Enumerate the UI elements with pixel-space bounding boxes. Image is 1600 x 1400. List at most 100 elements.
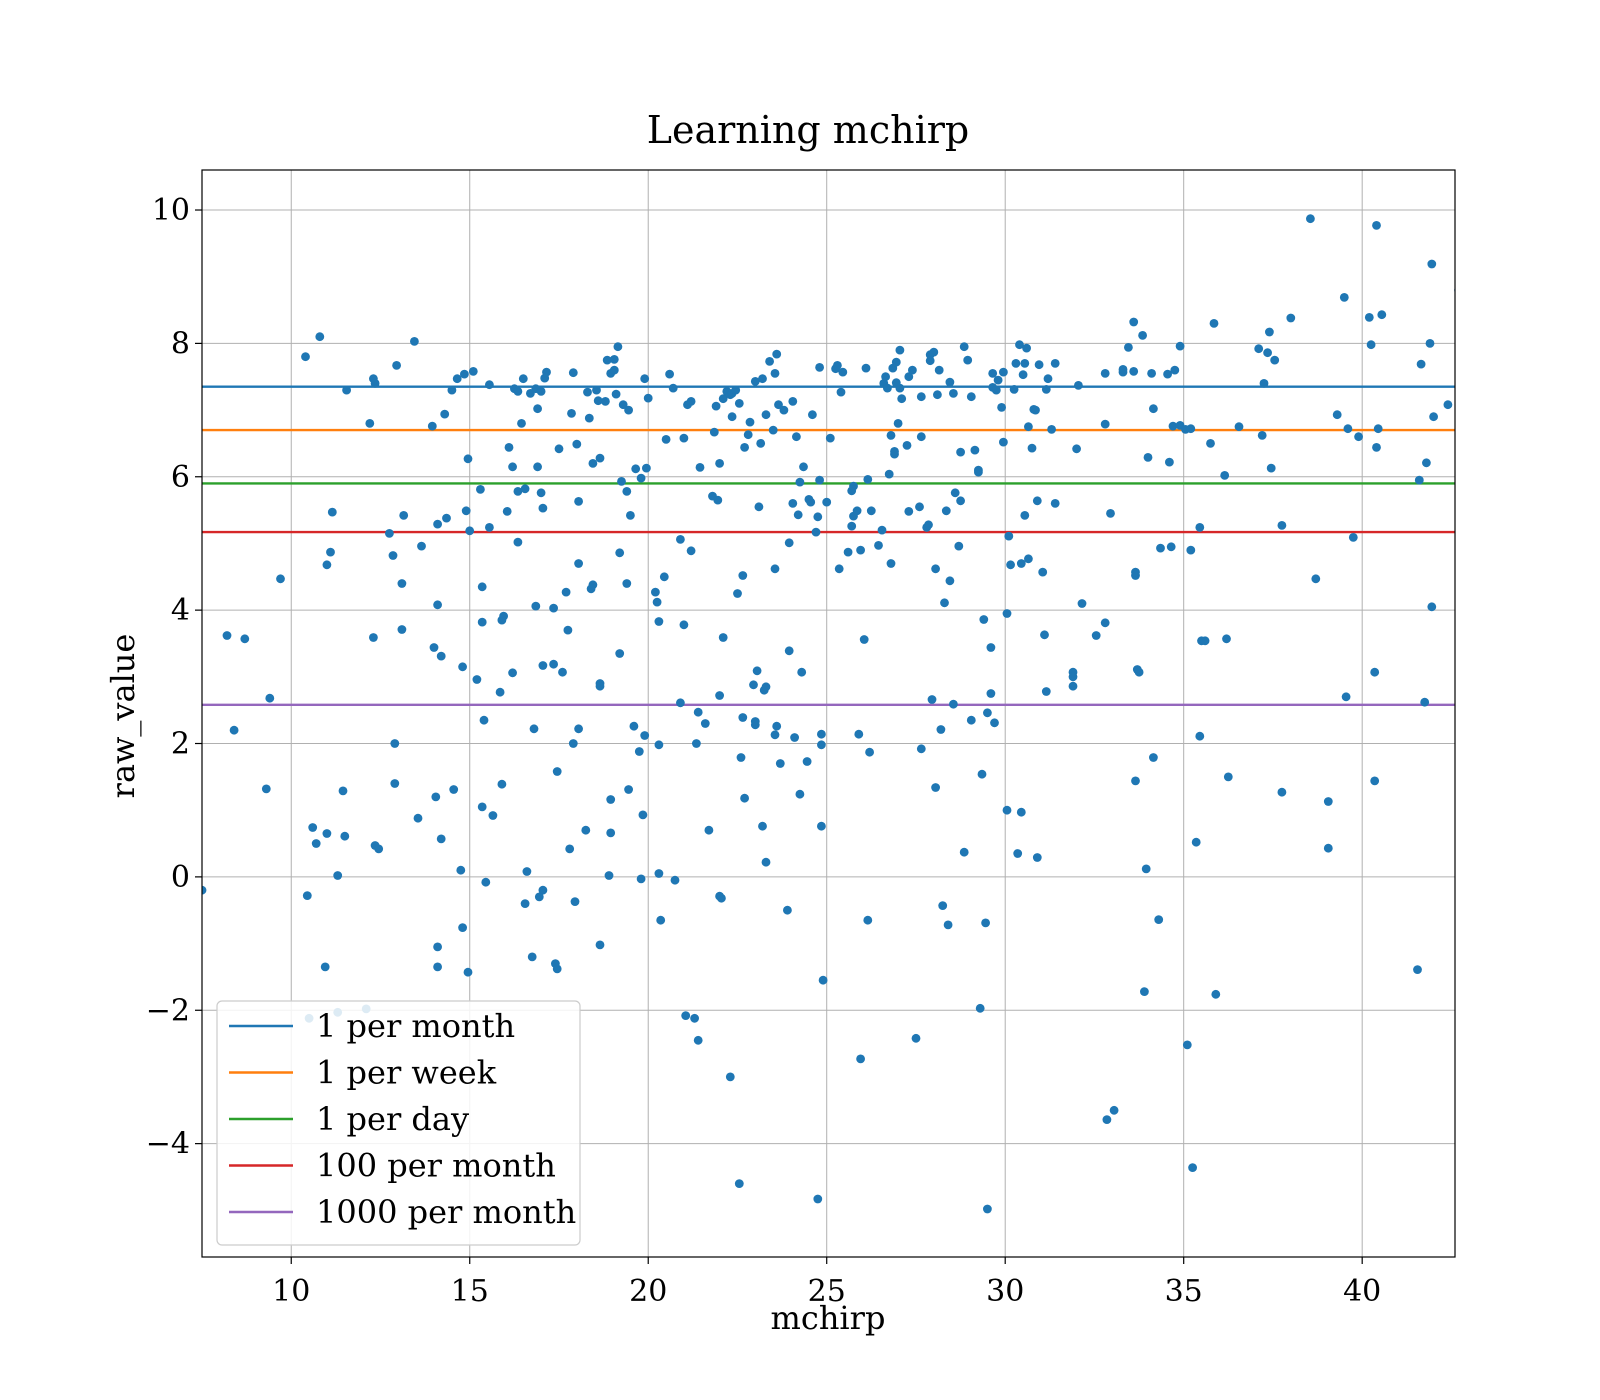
- data-point: [609, 365, 619, 375]
- data-point: [617, 477, 626, 486]
- data-point: [479, 715, 489, 725]
- data-point: [481, 877, 491, 887]
- data-point: [931, 564, 940, 574]
- data-point: [983, 1204, 992, 1214]
- data-point: [863, 475, 873, 484]
- data-point: [1102, 1115, 1112, 1124]
- data-point: [604, 871, 614, 880]
- data-point: [638, 810, 648, 820]
- data-point: [686, 546, 696, 556]
- data-point: [1020, 511, 1030, 520]
- data-point: [849, 481, 858, 491]
- data-point: [1323, 797, 1333, 806]
- legend-label: 1 per day: [316, 1100, 469, 1138]
- legend-label: 1 per month: [316, 1007, 515, 1045]
- data-point: [513, 537, 523, 547]
- data-point: [308, 823, 318, 832]
- data-points: [202, 214, 1455, 1214]
- data-point: [736, 753, 746, 762]
- data-point: [385, 529, 394, 538]
- data-point: [788, 397, 798, 406]
- data-point: [618, 400, 628, 410]
- data-point: [715, 691, 724, 700]
- y-axis-ticks: −4 −2 0 2 4 6 8 10: [146, 193, 202, 1162]
- data-point: [622, 487, 632, 496]
- data-point: [750, 377, 760, 386]
- data-point: [700, 719, 710, 728]
- data-point: [433, 962, 442, 972]
- data-point: [959, 342, 969, 352]
- data-point: [927, 695, 937, 704]
- x-tick-label: 35: [1165, 1274, 1203, 1309]
- data-point: [460, 369, 469, 379]
- data-point: [1050, 359, 1060, 368]
- data-point: [302, 891, 312, 900]
- data-point: [693, 1035, 703, 1045]
- data-point: [665, 369, 674, 379]
- data-point: [588, 580, 598, 590]
- data-point: [1168, 421, 1178, 431]
- data-point: [651, 587, 660, 597]
- data-point: [770, 369, 780, 378]
- data-point: [508, 668, 517, 678]
- data-point: [1186, 424, 1196, 434]
- data-point: [1377, 310, 1387, 320]
- data-point: [975, 1003, 985, 1013]
- data-point: [891, 357, 901, 367]
- y-tick-label: 6: [171, 460, 190, 495]
- data-point: [1041, 687, 1051, 696]
- data-point: [1413, 965, 1422, 974]
- data-point: [929, 347, 939, 357]
- data-point: [433, 942, 442, 952]
- data-point: [1373, 424, 1383, 434]
- data-point: [734, 1179, 744, 1188]
- data-point: [626, 511, 635, 520]
- data-point: [945, 377, 955, 387]
- data-point: [390, 739, 400, 748]
- legend: 1 per month 1 per week 1 per day 100 per mo…: [216, 1000, 581, 1246]
- data-point: [1068, 681, 1078, 691]
- data-point: [790, 733, 799, 742]
- data-point: [670, 875, 680, 885]
- data-point: [1429, 412, 1438, 422]
- data-point: [631, 464, 641, 474]
- data-point: [536, 488, 546, 498]
- data-point: [520, 899, 530, 908]
- data-point: [1277, 787, 1287, 797]
- data-point: [718, 394, 728, 404]
- x-tick-label: 15: [451, 1274, 489, 1309]
- data-point: [783, 905, 792, 915]
- data-point: [765, 357, 774, 366]
- data-point: [806, 497, 816, 507]
- data-point: [477, 582, 487, 592]
- data-point: [686, 397, 696, 406]
- legend-box: [216, 1000, 581, 1246]
- data-point: [440, 409, 450, 419]
- data-point: [956, 447, 965, 457]
- data-point: [758, 821, 767, 831]
- data-point: [388, 551, 398, 560]
- data-point: [1427, 259, 1437, 269]
- data-point: [986, 689, 996, 698]
- data-point: [758, 374, 767, 384]
- data-point: [429, 643, 439, 652]
- data-point: [754, 502, 764, 512]
- data-point: [436, 834, 446, 844]
- data-point: [916, 744, 926, 754]
- data-point: [749, 680, 758, 690]
- data-point: [1370, 667, 1380, 677]
- data-point: [893, 419, 903, 428]
- data-point: [838, 367, 848, 377]
- data-point: [472, 675, 482, 684]
- data-point: [836, 387, 846, 397]
- data-point: [999, 437, 1008, 447]
- data-point: [934, 365, 944, 375]
- data-point: [229, 725, 239, 735]
- data-point: [602, 355, 612, 365]
- data-point: [854, 729, 864, 739]
- data-point: [1004, 531, 1014, 541]
- data-point: [1134, 667, 1144, 677]
- data-point: [795, 477, 805, 487]
- plot-frame: [201, 169, 1456, 1258]
- data-point: [847, 521, 857, 531]
